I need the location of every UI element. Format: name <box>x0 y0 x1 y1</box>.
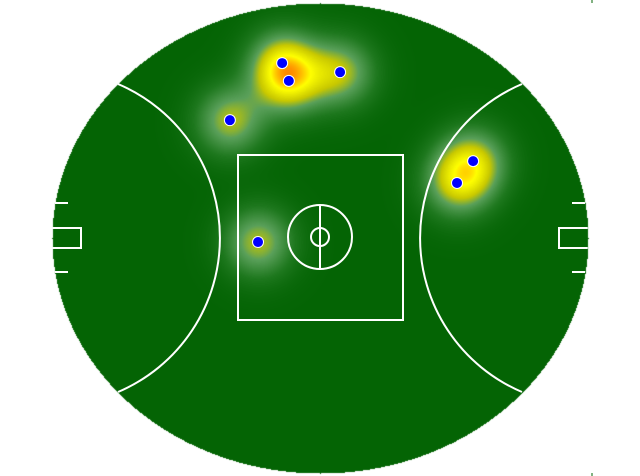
data-point <box>467 155 480 168</box>
left-goal-square <box>52 227 82 249</box>
centre-square <box>237 154 404 321</box>
data-point <box>252 236 265 249</box>
data-point <box>223 114 236 127</box>
data-point <box>334 66 347 79</box>
left-50m-arc <box>117 83 221 393</box>
data-point <box>276 57 289 70</box>
data-point <box>451 176 464 189</box>
data-point <box>282 74 295 87</box>
points-layer <box>223 57 480 249</box>
right-goal-square <box>558 227 588 249</box>
right-50m-arc <box>419 83 523 393</box>
